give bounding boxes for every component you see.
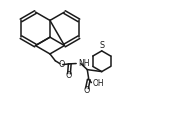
Text: O: O — [84, 86, 90, 95]
Text: S: S — [99, 41, 104, 50]
Text: OH: OH — [92, 79, 104, 88]
Text: NH: NH — [78, 59, 90, 68]
Text: O: O — [66, 71, 72, 80]
Text: O: O — [58, 60, 65, 69]
